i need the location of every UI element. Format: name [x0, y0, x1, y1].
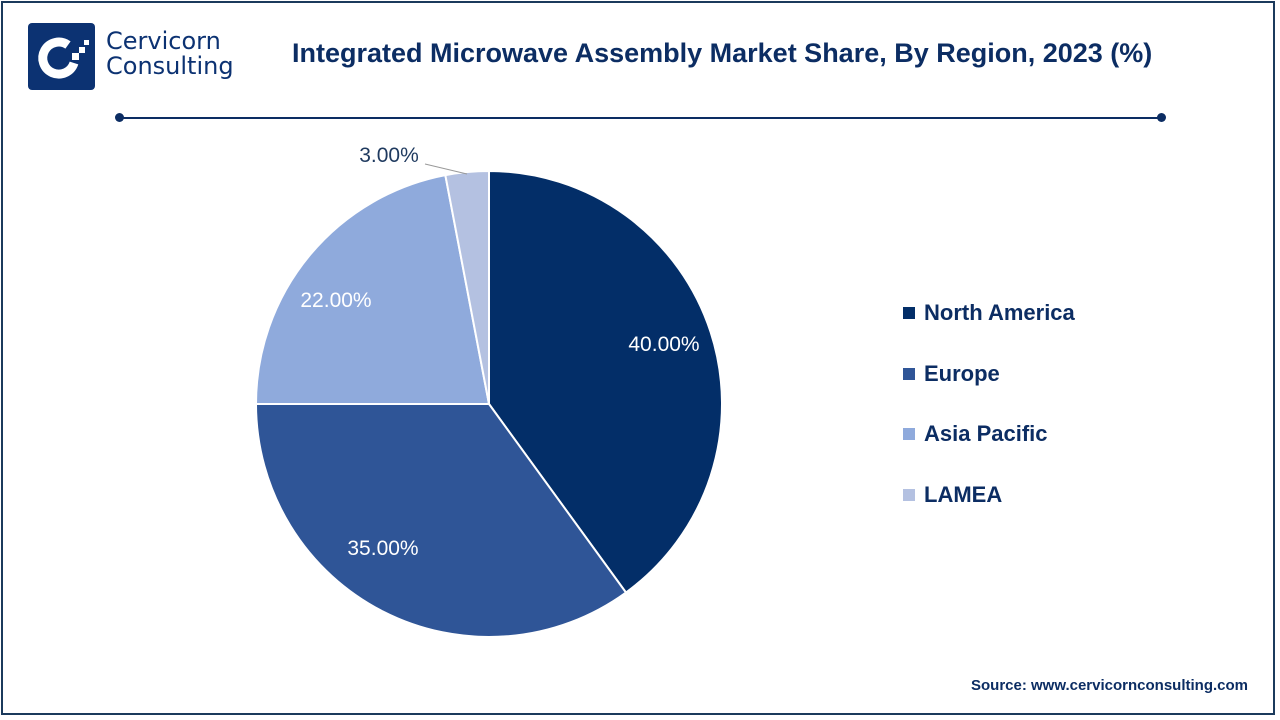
brand-name: Cervicorn Consulting: [106, 29, 234, 79]
source-note: Source: www.cervicornconsulting.com: [970, 677, 1248, 694]
legend-item-europe: Europe: [903, 359, 1075, 389]
legend-label: Asia Pacific: [924, 421, 1048, 446]
legend-item-asia-pacific: Asia Pacific: [903, 419, 1075, 449]
pie-slice-north-america: [488, 169, 723, 594]
divider-dot-left: [115, 113, 124, 122]
legend-swatch: [903, 307, 915, 319]
leader-line: [424, 163, 468, 175]
data-label: 40.00%: [628, 333, 699, 356]
legend-label: LAMEA: [924, 481, 1003, 507]
legend-label: North America: [924, 300, 1075, 325]
cervicorn-logo-icon: [28, 23, 95, 90]
legend-item-lamea: LAMEA: [903, 480, 1075, 510]
chart-title: Integrated Microwave Assembly Market Sha…: [292, 38, 1153, 68]
title-divider: [120, 117, 1162, 119]
data-label: 22.00%: [300, 289, 371, 312]
brand-line1: Cervicorn: [106, 27, 221, 55]
legend-swatch: [903, 367, 915, 380]
pie-slice-europe: [254, 403, 628, 638]
legend-swatch: [903, 488, 915, 501]
legend-item-north-america: North America: [903, 298, 1075, 328]
legend: North America Europe Asia Pacific LAMEA: [903, 298, 1075, 540]
data-label: 3.00%: [359, 144, 419, 167]
data-label: 35.00%: [347, 537, 418, 560]
pie-slice-lamea: [444, 169, 490, 405]
divider-dot-right: [1157, 113, 1166, 122]
pie-slice-asia-pacific: [254, 173, 491, 405]
brand-line2: Consulting: [106, 52, 234, 80]
legend-label: Europe: [924, 360, 1000, 386]
legend-swatch: [903, 428, 915, 440]
